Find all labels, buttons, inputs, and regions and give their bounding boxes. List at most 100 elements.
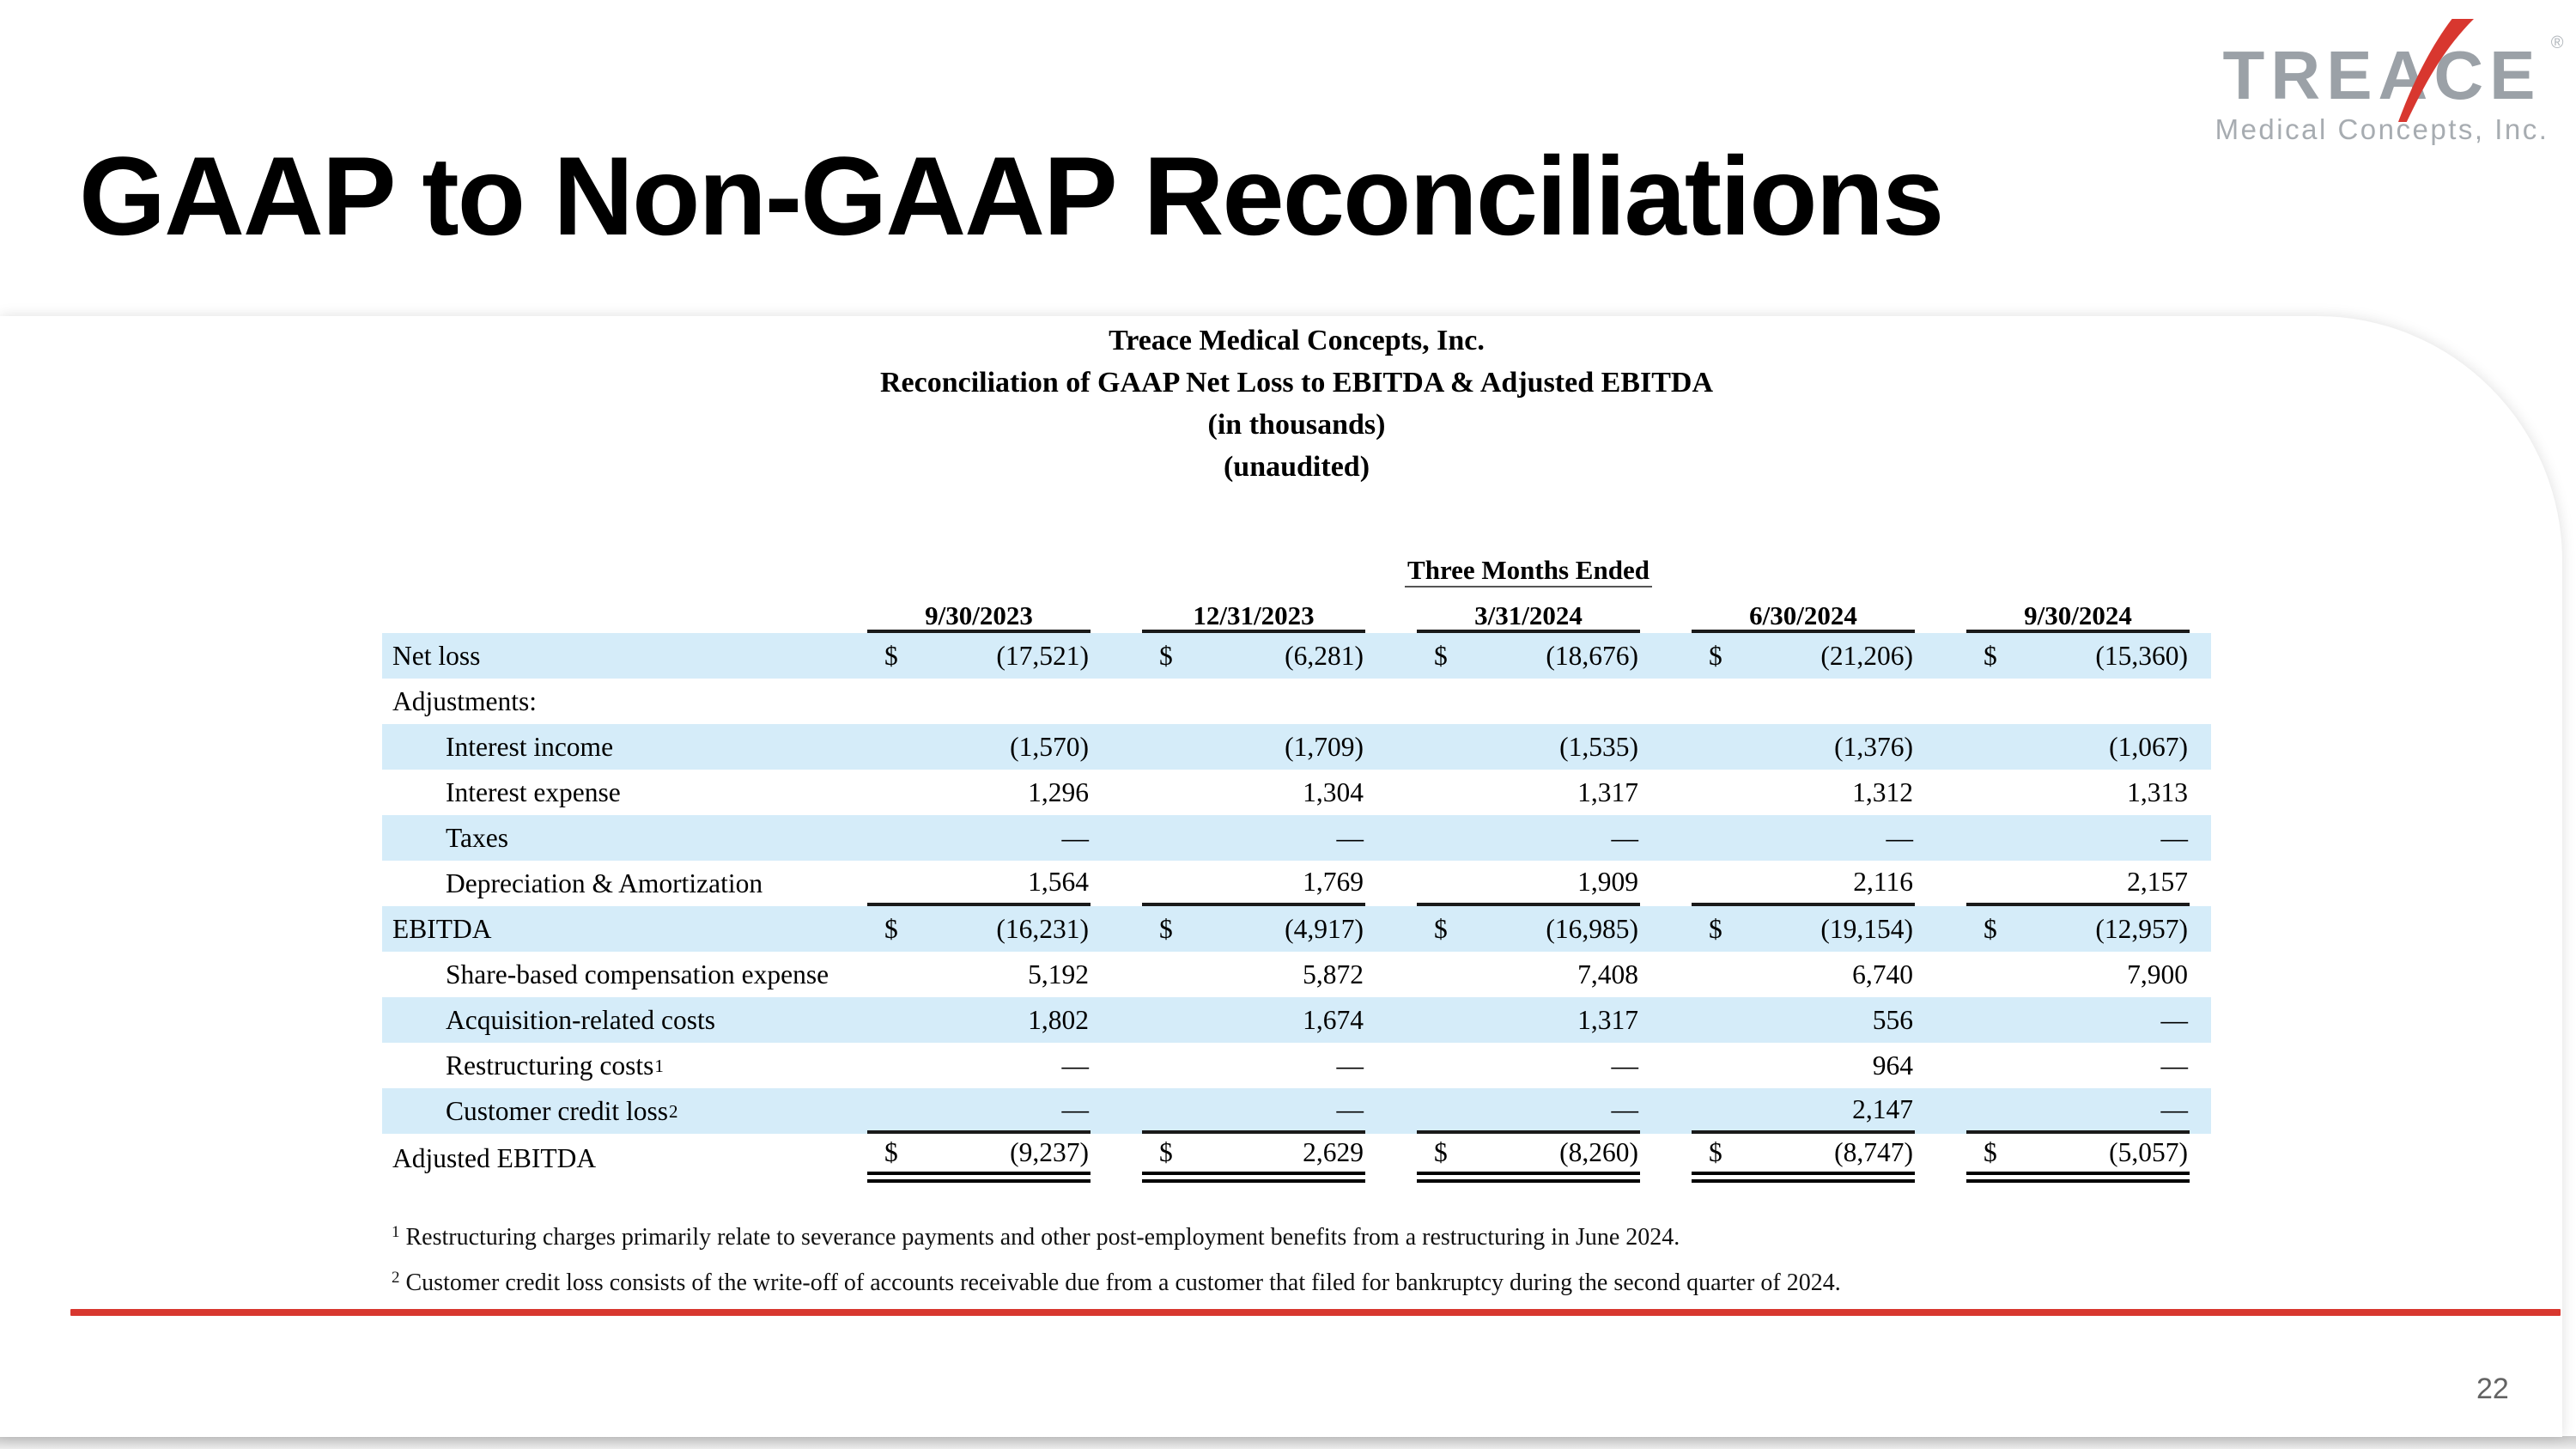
row-label: Taxes xyxy=(382,815,867,861)
page-title: GAAP to Non-GAAP Reconciliations xyxy=(79,133,1944,259)
cell-value: 556 xyxy=(1872,1004,1913,1035)
row-end-pad xyxy=(2190,815,2211,861)
column-gap xyxy=(1640,815,1692,861)
column-gap xyxy=(1915,1043,1966,1088)
value-cell: $ (8,260) xyxy=(1417,1134,1640,1183)
value-cell: 1,317 xyxy=(1417,770,1640,815)
footnote: 2 Customer credit loss consists of the wr… xyxy=(392,1269,1841,1298)
cell-value: — xyxy=(1611,1093,1639,1124)
dollar-sign: $ xyxy=(884,1137,898,1167)
cell-value: 7,408 xyxy=(1577,959,1638,989)
cell-value: — xyxy=(2160,1093,2189,1124)
column-gap xyxy=(1640,1134,1692,1183)
column-gap xyxy=(1365,952,1417,997)
value-cell: $2,629 xyxy=(1142,1134,1365,1183)
row-label: Depreciation & Amortization xyxy=(382,861,867,906)
value-cell: (1,067) xyxy=(1966,724,2190,770)
column-header: 9/30/2023 xyxy=(867,600,1091,633)
cell-value: 2,116 xyxy=(1853,866,1913,897)
dollar-sign: $ xyxy=(1984,640,1997,671)
column-gap xyxy=(1640,770,1692,815)
cell-value: — xyxy=(2160,1050,2189,1081)
cell-value: 1,313 xyxy=(2127,776,2188,807)
column-gap xyxy=(1091,997,1142,1043)
value-cell: $ (16,985) xyxy=(1417,906,1640,952)
column-gap xyxy=(1915,861,1966,906)
table-title-line: (in thousands) xyxy=(1207,409,1386,441)
cell-value: (6,281) xyxy=(1285,640,1364,671)
column-gap xyxy=(1091,861,1142,906)
column-gap xyxy=(1915,997,1966,1043)
value-cell: 6,740 xyxy=(1692,952,1915,997)
cell-value: (16,231) xyxy=(996,913,1089,944)
bottom-edge-strip xyxy=(0,1436,2576,1449)
footnote-marker: 1 xyxy=(392,1223,400,1241)
column-gap xyxy=(1091,633,1142,679)
cell-value: (18,676) xyxy=(1546,640,1638,671)
value-cell: 1,312 xyxy=(1692,770,1915,815)
value-cell: 1,674 xyxy=(1142,997,1365,1043)
value-cell: — xyxy=(867,1043,1091,1088)
dollar-sign: $ xyxy=(1159,913,1173,944)
value-cell: 7,408 xyxy=(1417,952,1640,997)
dollar-sign: $ xyxy=(1709,913,1722,944)
row-end-pad xyxy=(2190,679,2211,724)
column-gap xyxy=(1091,1043,1142,1088)
cell-value: 1,909 xyxy=(1577,866,1638,897)
cell-value: 5,192 xyxy=(1028,959,1089,989)
dollar-sign: $ xyxy=(1709,640,1722,671)
row-label: Acquisition-related costs xyxy=(382,997,867,1043)
row-label-text: EBITDA xyxy=(392,913,492,944)
dollar-sign: $ xyxy=(884,913,898,944)
footnotes-block: 1 Restructuring charges primarily relate … xyxy=(392,1223,1841,1314)
value-cell: 1,564 xyxy=(867,861,1091,906)
treace-logo-wordmark: TREACE ® xyxy=(2223,19,2563,122)
column-header: 9/30/2024 xyxy=(1966,600,2190,633)
row-end-pad xyxy=(2190,952,2211,997)
cell-value: — xyxy=(1886,822,1914,853)
value-cell: 1,909 xyxy=(1417,861,1640,906)
column-header-row: 9/30/2023 12/31/2023 3/31/2024 6/30/2024… xyxy=(867,600,2194,633)
column-gap xyxy=(1640,679,1692,724)
column-gap xyxy=(1365,679,1417,724)
value-cell: $ (5,057) xyxy=(1966,1134,2190,1183)
table-row: Share-based compensation expense 5,192 5,8… xyxy=(382,952,2211,997)
cell-value: — xyxy=(1336,1050,1364,1081)
cell-value: (1,709) xyxy=(1285,731,1364,762)
dollar-sign: $ xyxy=(1159,1137,1173,1167)
column-gap xyxy=(1640,633,1692,679)
cell-value: 1,317 xyxy=(1577,776,1638,807)
page-number: 22 xyxy=(2476,1373,2509,1405)
row-end-pad xyxy=(2190,770,2211,815)
table-row: Restructuring costs 1 — — — 964 — xyxy=(382,1043,2211,1088)
value-cell: 556 xyxy=(1692,997,1915,1043)
cell-value: (17,521) xyxy=(996,640,1089,671)
value-cell: (1,570) xyxy=(867,724,1091,770)
treace-logo-text: TREACE xyxy=(2222,37,2542,113)
table-row: Interest expense 1,296 1,304 1,317 1,312 1,31… xyxy=(382,770,2211,815)
cell-value: 1,769 xyxy=(1303,866,1364,897)
cell-value: 1,317 xyxy=(1577,1004,1638,1035)
cell-value: (15,360) xyxy=(2095,640,2188,671)
table-row: Adjusted EBITDA $ (9,237) $2,629 $ (8,260) $ (8… xyxy=(382,1134,2211,1183)
value-cell: 964 xyxy=(1692,1043,1915,1088)
period-header: Three Months Ended xyxy=(867,555,2190,588)
cell-value: — xyxy=(1336,1093,1364,1124)
row-label: EBITDA xyxy=(382,906,867,952)
value-cell: — xyxy=(1417,815,1640,861)
value-cell: $ (4,917) xyxy=(1142,906,1365,952)
row-label-text: Customer credit loss xyxy=(446,1095,668,1126)
value-cell xyxy=(1417,679,1640,724)
cell-value: (19,154) xyxy=(1820,913,1913,944)
cell-value: (21,206) xyxy=(1820,640,1913,671)
dollar-sign: $ xyxy=(884,640,898,671)
cell-value: 1,674 xyxy=(1303,1004,1364,1035)
cell-value: 964 xyxy=(1872,1050,1913,1081)
column-gap xyxy=(1365,997,1417,1043)
row-label-text: Share-based compensation expense xyxy=(446,959,829,989)
row-end-pad xyxy=(2190,997,2211,1043)
cell-value: — xyxy=(2160,1004,2189,1035)
row-label: Interest expense xyxy=(382,770,867,815)
row-label: Interest income xyxy=(382,724,867,770)
column-gap xyxy=(1640,1088,1692,1134)
